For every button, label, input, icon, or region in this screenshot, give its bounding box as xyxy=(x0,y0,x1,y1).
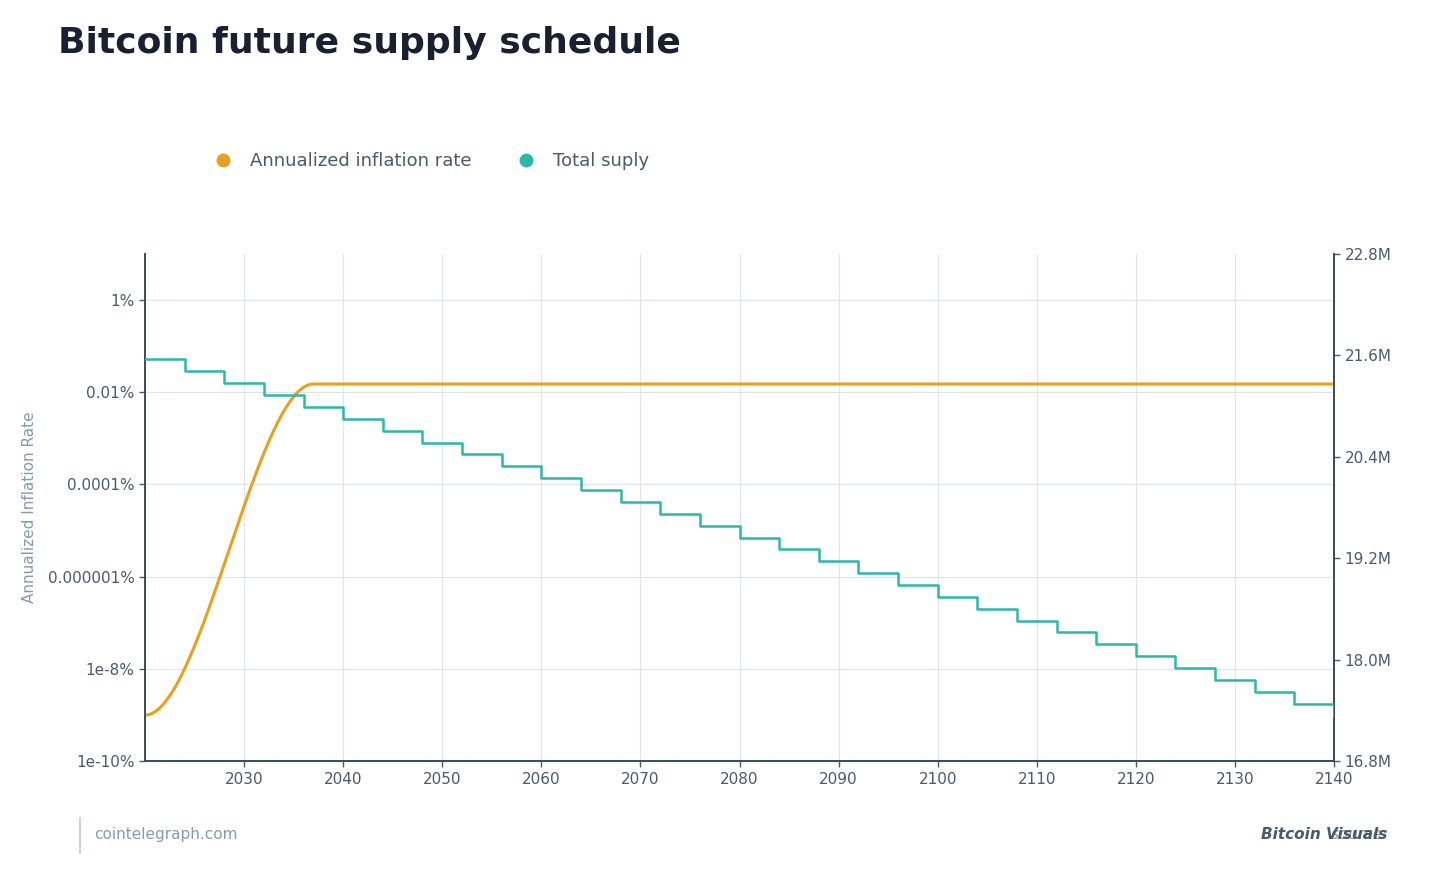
Text: cointelegraph.com: cointelegraph.com xyxy=(94,827,238,842)
Y-axis label: Annualized Inflation Rate: Annualized Inflation Rate xyxy=(22,411,36,603)
Text: Bitcoin Visuals: Bitcoin Visuals xyxy=(1262,827,1388,842)
Legend: Annualized inflation rate, Total suply: Annualized inflation rate, Total suply xyxy=(197,144,655,177)
Text: source:: source: xyxy=(1331,827,1392,842)
Text: Bitcoin future supply schedule: Bitcoin future supply schedule xyxy=(58,26,682,60)
